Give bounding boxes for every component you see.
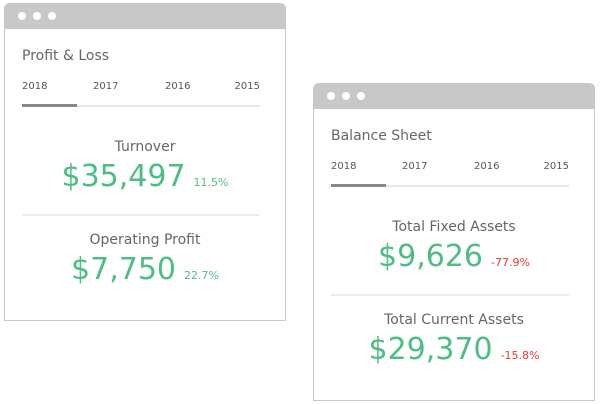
- metric-change: 11.5%: [193, 176, 229, 189]
- tab-year[interactable]: 2015: [543, 161, 569, 172]
- window-dot-icon[interactable]: [357, 92, 365, 100]
- window-dot-icon[interactable]: [327, 92, 335, 100]
- tab-year[interactable]: 2018: [22, 81, 48, 92]
- divider: [22, 214, 260, 216]
- metric-label: Operating Profit: [89, 232, 201, 248]
- tab-year[interactable]: 2015: [234, 81, 260, 92]
- balance-sheet-window: Balance Sheet 2018 2017 2016 2015 Total …: [313, 83, 595, 401]
- metric: Turnover $35,497 11.5%: [5, 139, 285, 194]
- metric: Operating Profit $7,750 22.7%: [5, 232, 285, 287]
- tab-year[interactable]: 2016: [474, 161, 500, 172]
- window-dot-icon[interactable]: [18, 12, 26, 20]
- metric-value: $29,370: [368, 332, 493, 367]
- metric-value: $9,626: [378, 239, 484, 274]
- window-dot-icon[interactable]: [33, 12, 41, 20]
- metric-label: Turnover: [114, 139, 176, 155]
- active-tab-indicator: [22, 104, 77, 107]
- metric-value: $7,750: [71, 252, 177, 287]
- active-tab-indicator: [331, 184, 386, 187]
- tab-year[interactable]: 2016: [165, 81, 191, 92]
- year-tabs: 2018 2017 2016 2015: [22, 81, 260, 107]
- window-dot-icon[interactable]: [48, 12, 56, 20]
- metric-change: -77.9%: [491, 256, 530, 269]
- window-titlebar: [313, 83, 595, 109]
- profit-loss-window: Profit & Loss 2018 2017 2016 2015 Turnov…: [4, 3, 286, 321]
- tab-year[interactable]: 2017: [402, 161, 428, 172]
- tab-year[interactable]: 2017: [93, 81, 119, 92]
- divider: [331, 294, 569, 296]
- year-tabs: 2018 2017 2016 2015: [331, 161, 569, 187]
- window-title: Balance Sheet: [331, 128, 432, 144]
- window-dot-icon[interactable]: [342, 92, 350, 100]
- metric-change: 22.7%: [184, 269, 219, 282]
- window-titlebar: [4, 3, 286, 29]
- metric-label: Total Current Assets: [384, 312, 524, 328]
- tab-year[interactable]: 2018: [331, 161, 357, 172]
- metric-change: -15.8%: [500, 349, 540, 362]
- metric: Total Fixed Assets $9,626 -77.9%: [314, 219, 594, 274]
- metric-value: $35,497: [61, 159, 186, 194]
- window-title: Profit & Loss: [22, 48, 110, 64]
- metric-label: Total Fixed Assets: [392, 219, 516, 235]
- metric: Total Current Assets $29,370 -15.8%: [314, 312, 594, 367]
